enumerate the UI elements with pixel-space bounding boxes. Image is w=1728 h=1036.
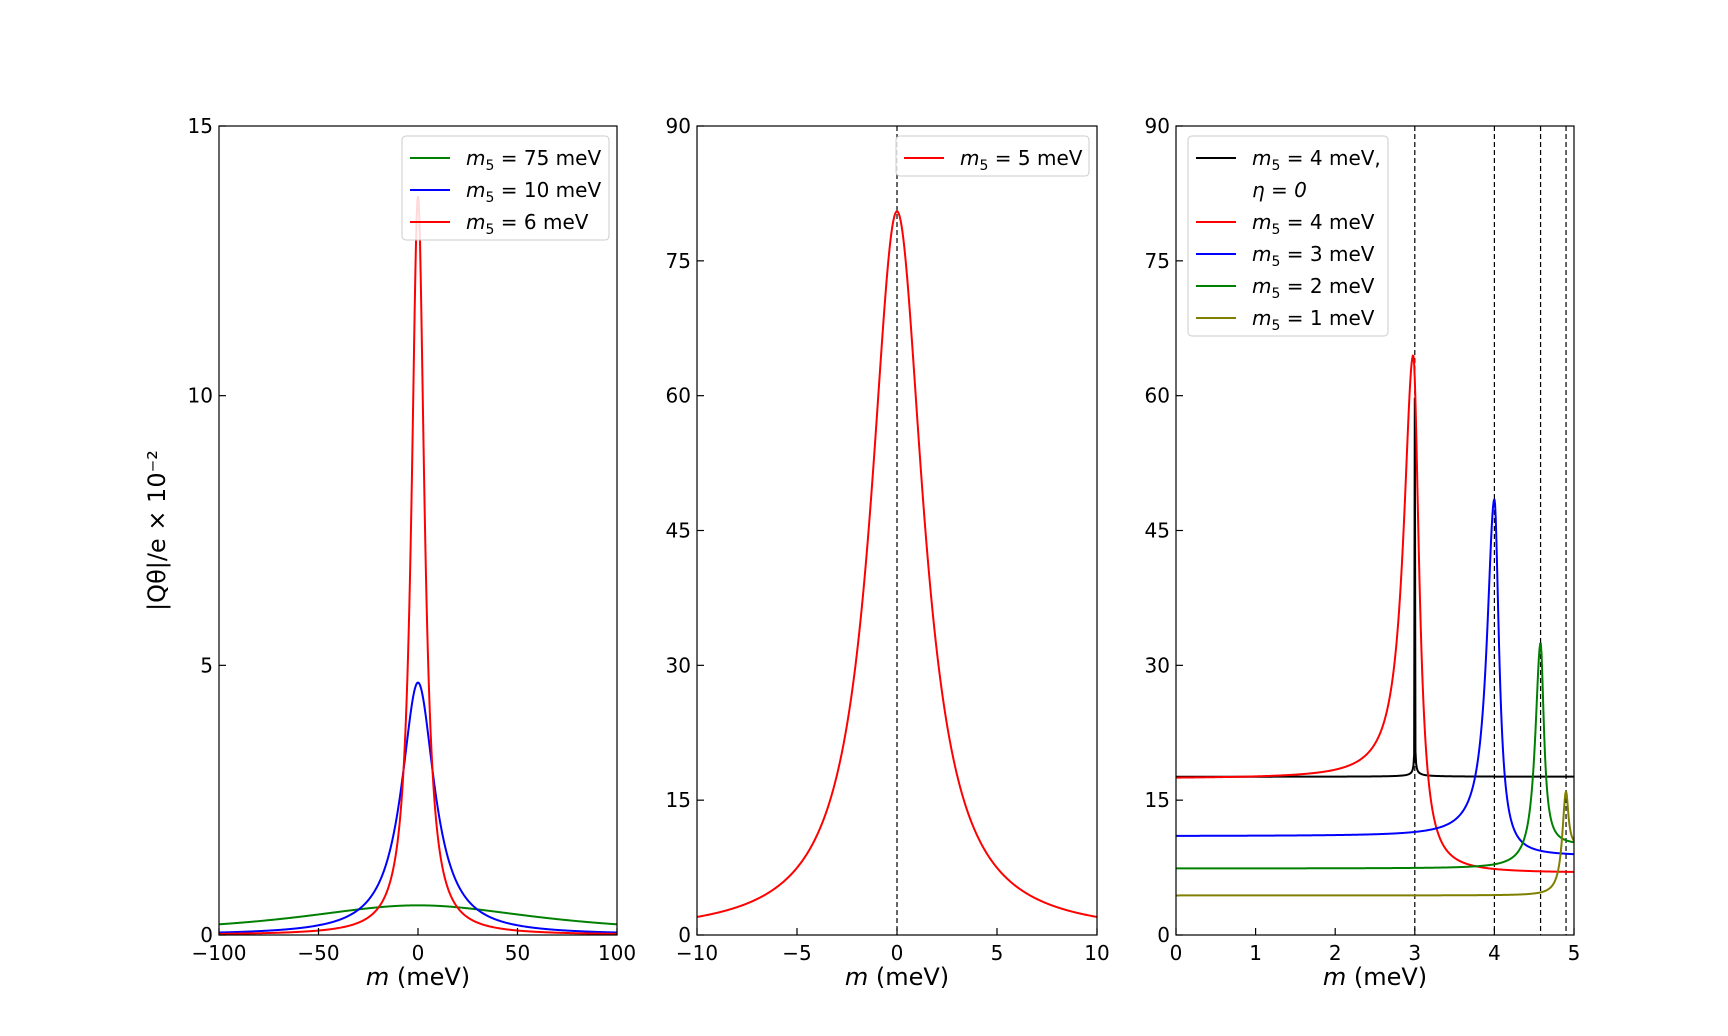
legend-subscript: 5 — [485, 190, 494, 206]
legend-subscript: 5 — [1271, 254, 1280, 270]
x-tick-label: 1 — [1249, 941, 1262, 965]
y-tick-label: 45 — [666, 519, 691, 543]
series-line-4 — [1176, 790, 1574, 897]
y-tick-label: 0 — [1157, 923, 1170, 947]
y-tick-label: 75 — [1145, 249, 1170, 273]
legend-var: m — [466, 178, 485, 202]
series-line-3 — [1176, 642, 1574, 870]
y-tick-label: 15 — [1145, 788, 1170, 812]
x-tick-label: 3 — [1408, 941, 1421, 965]
legend-value: = 6 meV — [494, 210, 588, 234]
legend-eta: η = 0 — [1252, 178, 1307, 202]
y-tick-label: 60 — [666, 384, 691, 408]
series-line-0 — [697, 210, 1097, 918]
legend-subscript: 5 — [485, 222, 494, 238]
x-axis-label: m (meV) — [1323, 963, 1427, 991]
legend-box — [401, 135, 610, 241]
legend-label: m5 = 4 meV, — [1252, 146, 1381, 174]
legend-label: m5 = 75 meV — [466, 146, 601, 174]
legend-value: = 1 meV — [1280, 306, 1374, 330]
x-tick-label: −100 — [192, 941, 247, 965]
legend-box — [1187, 135, 1389, 337]
y-tick-label: 90 — [1145, 114, 1170, 138]
y-tick-label: 0 — [678, 923, 691, 947]
series-line-1 — [219, 681, 617, 934]
legend-subscript: 5 — [979, 158, 988, 174]
y-tick-label: 0 — [200, 923, 213, 947]
legend-value: = 4 meV, — [1280, 146, 1380, 170]
legend-subscript: 5 — [1271, 286, 1280, 302]
legend-value: = 5 meV — [988, 146, 1082, 170]
x-tick-label: −10 — [676, 941, 718, 965]
y-tick-label: 90 — [666, 114, 691, 138]
x-axis-label: m (meV) — [845, 963, 949, 991]
y-tick-label: 30 — [1145, 653, 1170, 677]
y-tick-label: 10 — [188, 384, 213, 408]
x-tick-label: 100 — [598, 941, 636, 965]
legend-var: m — [466, 146, 485, 170]
legend-subscript: 5 — [485, 158, 494, 174]
y-tick-label: 5 — [200, 653, 213, 677]
legend-var: m — [466, 210, 485, 234]
legend-value: = 4 meV — [1280, 210, 1374, 234]
x-tick-label: −5 — [782, 941, 811, 965]
legend-var: m — [1252, 210, 1271, 234]
y-tick-label: 15 — [188, 114, 213, 138]
legend-var: m — [1252, 146, 1271, 170]
legend-label: m5 = 5 meV — [960, 146, 1083, 174]
legend-subscript: 5 — [1271, 222, 1280, 238]
series-line-2 — [1176, 498, 1574, 856]
legend-value: = 2 meV — [1280, 274, 1374, 298]
x-tick-label: −50 — [297, 941, 339, 965]
y-tick-label: 45 — [1145, 519, 1170, 543]
series-line-2 — [219, 195, 617, 935]
x-tick-label: 0 — [1170, 941, 1183, 965]
series-line-0 — [219, 904, 617, 926]
y-tick-label: 60 — [1145, 384, 1170, 408]
x-axis-variable: m — [366, 963, 389, 991]
legend-label: m5 = 2 meV — [1252, 274, 1375, 302]
y-tick-label: 15 — [666, 788, 691, 812]
x-tick-label: 5 — [1568, 941, 1581, 965]
series-line-0 — [1176, 397, 1574, 778]
axes-frame — [218, 125, 618, 936]
legend-label: m5 = 3 meV — [1252, 242, 1375, 270]
legend-value: = 10 meV — [494, 178, 601, 202]
x-tick-label: 10 — [1084, 941, 1109, 965]
legend-label-line2: η = 0 — [1252, 178, 1307, 202]
x-axis-variable: m — [1323, 963, 1346, 991]
legend-subscript: 5 — [1271, 158, 1280, 174]
legend-var: m — [1252, 242, 1271, 266]
legend-var: m — [1252, 306, 1271, 330]
x-axis-unit: (meV) — [1346, 963, 1427, 991]
x-tick-label: 0 — [412, 941, 425, 965]
x-axis-unit: (meV) — [868, 963, 949, 991]
x-tick-label: 0 — [891, 941, 904, 965]
legend-value: = 3 meV — [1280, 242, 1374, 266]
x-tick-label: 5 — [991, 941, 1004, 965]
x-axis-unit: (meV) — [389, 963, 470, 991]
legend-subscript: 5 — [1271, 318, 1280, 334]
y-tick-label: 75 — [666, 249, 691, 273]
legend-label: m5 = 10 meV — [466, 178, 601, 206]
legend-var: m — [960, 146, 979, 170]
legend-var: m — [1252, 274, 1271, 298]
legend-value: = 75 meV — [494, 146, 601, 170]
series-line-1 — [1176, 354, 1574, 873]
y-tick-label: 30 — [666, 653, 691, 677]
legend-box — [895, 135, 1090, 177]
legend-label: m5 = 6 meV — [466, 210, 589, 238]
x-tick-label: 2 — [1329, 941, 1342, 965]
x-tick-label: 4 — [1488, 941, 1501, 965]
x-tick-label: 50 — [505, 941, 530, 965]
panel-left: −100 −50 0 50 100 0 5 10 15 m (meV) |Qθ|/e × 10⁻² m… — [143, 114, 636, 991]
x-axis-label: m (meV) — [366, 963, 470, 991]
legend-label: m5 = 1 meV — [1252, 306, 1375, 334]
y-axis-label: |Qθ|/e × 10⁻² — [143, 450, 171, 611]
x-axis-variable: m — [845, 963, 868, 991]
legend-label: m5 = 4 meV — [1252, 210, 1375, 238]
